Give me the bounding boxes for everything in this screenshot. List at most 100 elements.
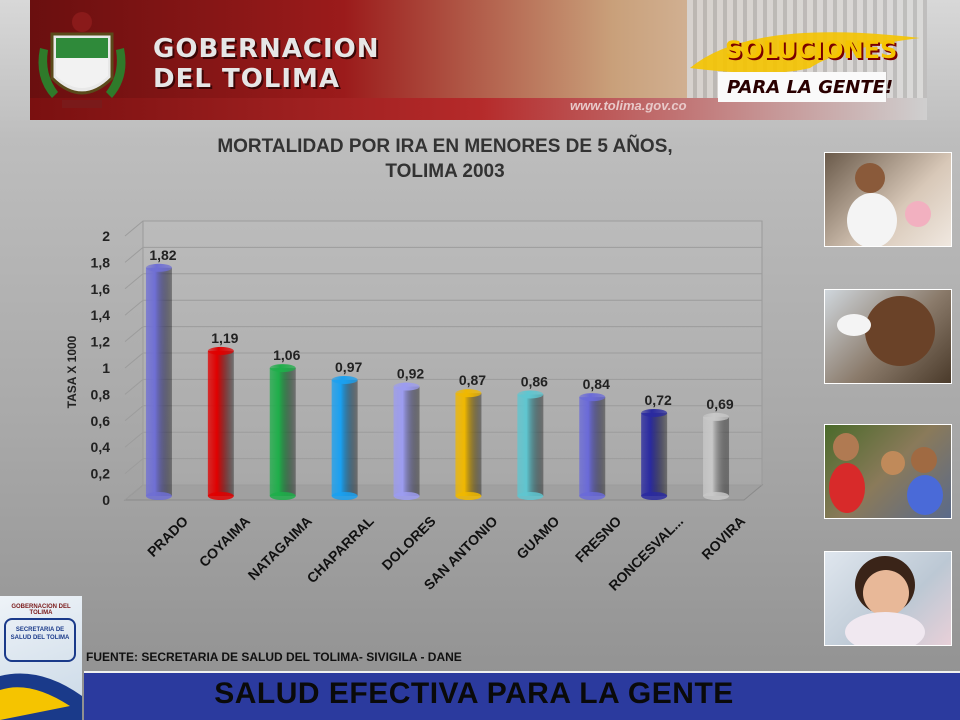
bar-dolores <box>393 382 420 500</box>
grid-line <box>124 326 762 342</box>
y-tick-label: 0,8 <box>91 386 111 402</box>
logo-top-text: GOBERNACION DEL TOLIMA <box>11 604 71 616</box>
grid-line <box>124 299 762 316</box>
y-tick-label: 0,6 <box>91 413 111 429</box>
banner-title-line1: GOBERNACION <box>153 34 380 64</box>
y-tick-label: 1,2 <box>91 334 111 350</box>
bar-body <box>641 412 668 496</box>
chart-bars <box>145 263 730 500</box>
slogan-line2: PARA LA GENTE! <box>727 77 894 98</box>
grid-line <box>124 273 762 290</box>
y-axis-label: TASA X 1000 <box>65 335 79 408</box>
source-text: FUENTE: SECRETARIA DE SALUD DEL TOLIMA- … <box>86 650 462 664</box>
bar-guamo <box>517 390 544 500</box>
bar-base <box>579 492 606 500</box>
bar-base <box>641 492 668 500</box>
logo-mid-text: SECRETARIA DE SALUD DEL TOLIMA <box>4 618 76 662</box>
banner-strip <box>30 98 927 120</box>
value-label: 1,06 <box>273 347 300 363</box>
bar-body <box>269 368 296 496</box>
y-tick-label: 2 <box>102 228 110 244</box>
y-tick-label: 1 <box>102 360 110 376</box>
grid-line <box>124 246 762 263</box>
value-label: 1,19 <box>211 330 238 346</box>
grid-line <box>124 352 762 369</box>
bar-body <box>579 397 606 496</box>
bar-body <box>703 416 730 496</box>
bar-cap <box>207 346 234 355</box>
slogan-swoosh-icon <box>690 32 920 102</box>
y-tick-label: 0,4 <box>91 439 111 455</box>
bar-roncesval- <box>641 408 668 500</box>
banner-title: GOBERNACION DEL TOLIMA <box>153 34 380 94</box>
y-tick-label: 1,4 <box>91 307 111 323</box>
chart-title: MORTALIDAD POR IRA EN MENORES DE 5 AÑOS,… <box>140 134 750 184</box>
bar-cap <box>579 393 606 402</box>
bar-prado <box>145 263 172 500</box>
photo-toddler <box>824 551 952 646</box>
chart-title-line2: TOLIMA 2003 <box>385 161 505 182</box>
logo-swoosh-icon <box>0 673 82 720</box>
value-label: 0,87 <box>459 372 486 388</box>
x-tick-label: ROVIRA <box>698 513 748 563</box>
photo-child-vaccine <box>824 289 952 384</box>
grid-line <box>124 484 762 501</box>
bar-cap <box>517 390 544 399</box>
y-tick-label: 1,8 <box>91 254 111 270</box>
y-tick-label: 0,2 <box>91 466 111 482</box>
x-tick-label: CHAPARRAL <box>303 512 377 586</box>
bar-cap <box>455 389 482 398</box>
bar-cap <box>269 364 296 373</box>
y-tick-label: 1,6 <box>91 281 111 297</box>
banner-title-line2: DEL TOLIMA <box>153 64 341 94</box>
grid-line <box>124 220 762 237</box>
x-tick-label: DOLORES <box>378 513 438 573</box>
chart-title-line1: MORTALIDAD POR IRA EN MENORES DE 5 AÑOS, <box>217 136 673 157</box>
bar-body <box>207 350 234 496</box>
photo-children <box>824 424 952 519</box>
footer-bar: SALUD EFECTIVA PARA LA GENTE <box>84 671 960 720</box>
value-label: 0,86 <box>521 373 548 389</box>
grid-line <box>124 431 762 448</box>
bar-fresno <box>579 393 606 500</box>
bar-cap <box>703 412 730 421</box>
x-tick-label: FRESNO <box>572 513 625 566</box>
bar-body <box>517 394 544 496</box>
bar-base <box>455 492 482 500</box>
y-axis-ticks: 0 0,2 0,4 0,6 0,8 1 1,2 1,4 1,6 1,8 2 <box>91 228 111 508</box>
grid-line <box>124 405 762 422</box>
value-label: 0,97 <box>335 359 362 375</box>
bar-body <box>455 393 482 496</box>
bar-base <box>207 492 234 500</box>
bar-body <box>145 267 172 496</box>
slogan-line1: SOLUCIONES <box>725 36 898 64</box>
value-label: 0,92 <box>397 366 424 382</box>
grid-line <box>124 378 762 395</box>
bar-cap <box>331 375 358 384</box>
x-tick-label: COYAIMA <box>196 513 253 570</box>
bar-cap <box>145 263 172 272</box>
website-url: www.tolima.gov.co <box>570 98 687 113</box>
value-label: 1,82 <box>149 247 176 263</box>
bar-base <box>703 492 730 500</box>
bar-rovira <box>703 412 730 500</box>
bar-base <box>517 492 544 500</box>
value-labels: 1,82 1,19 1,06 0,97 0,92 0,87 0,86 0,84 0,72 0,69 <box>149 247 734 412</box>
value-label: 0,72 <box>645 392 672 408</box>
x-tick-label: PRADO <box>144 513 191 560</box>
bar-base <box>269 492 296 500</box>
bar-san-antonio <box>455 389 482 500</box>
y-tick-label: 0 <box>102 492 110 508</box>
bar-base <box>393 492 420 500</box>
bar-body <box>331 379 358 496</box>
footer-text: SALUD EFECTIVA PARA LA GENTE <box>214 677 734 710</box>
grid-line <box>124 458 762 474</box>
bar-coyaima <box>207 346 234 500</box>
bar-base <box>145 492 172 500</box>
bar-base <box>331 492 358 500</box>
bar-chaparral <box>331 375 358 500</box>
bar-natagaima <box>269 364 296 500</box>
bar-body <box>393 386 420 496</box>
photo-mother-baby <box>824 152 952 247</box>
